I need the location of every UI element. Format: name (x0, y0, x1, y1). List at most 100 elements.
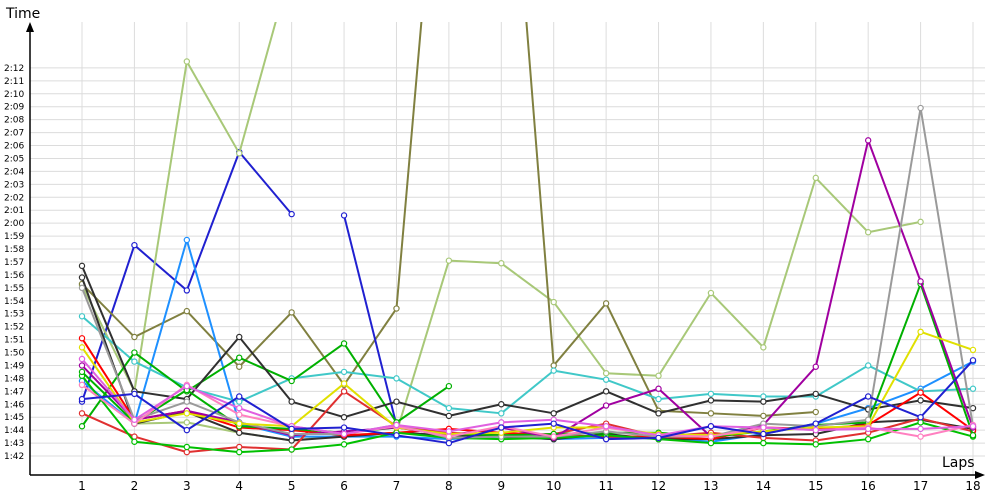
series-line (81, 330, 974, 437)
y-tick-label: 2:12 (4, 64, 24, 74)
data-point (288, 430, 295, 438)
data-point (183, 236, 191, 244)
data-point (812, 363, 819, 370)
series-line (343, 215, 398, 426)
data-point (393, 432, 400, 439)
data-point (969, 385, 977, 392)
data-point (602, 388, 610, 395)
data-point (864, 229, 872, 236)
data-point (393, 398, 400, 405)
data-point (393, 305, 400, 312)
data-point (131, 241, 138, 249)
data-point (78, 410, 86, 417)
data-point (917, 278, 924, 285)
x-tick-label: 1 (78, 479, 86, 493)
data-point (602, 370, 610, 377)
x-tick-label: 4 (235, 479, 243, 493)
data-point (969, 357, 977, 364)
data-point (655, 372, 662, 379)
x-tick-label: 2 (131, 479, 139, 493)
data-point (183, 307, 191, 315)
data-point (655, 434, 662, 442)
data-point (78, 262, 86, 270)
data-point (236, 420, 243, 427)
x-tick-label: 9 (497, 479, 505, 493)
y-tick-label: 2:06 (4, 142, 24, 152)
data-point (445, 257, 453, 264)
data-point (498, 429, 505, 436)
data-point (340, 413, 348, 421)
y-tick-label: 1:45 (4, 413, 24, 423)
data-point (969, 423, 977, 430)
data-point (812, 174, 819, 182)
y-tick-label: 2:01 (4, 206, 24, 216)
data-point (288, 425, 295, 433)
data-point (236, 404, 243, 412)
y-tick-label: 1:44 (4, 426, 24, 436)
data-point (340, 430, 348, 438)
data-point (864, 435, 872, 443)
y-tick-label: 1:49 (4, 361, 24, 371)
data-point (864, 393, 872, 400)
data-point (498, 410, 505, 417)
y-axis-title: Time (6, 6, 41, 22)
data-point (288, 377, 295, 385)
data-point (78, 381, 86, 389)
series-line (81, 265, 974, 419)
data-point (445, 428, 453, 435)
grid-lines (30, 22, 985, 475)
data-point (236, 150, 243, 157)
data-point (78, 395, 86, 403)
y-tick-label: 1:46 (4, 400, 24, 410)
data-point (812, 420, 819, 427)
data-point (340, 380, 348, 387)
data-point (236, 333, 243, 341)
data-point (760, 393, 767, 400)
data-point (812, 426, 819, 434)
series-line (81, 139, 974, 439)
y-tick-label: 1:53 (4, 310, 24, 320)
data-point (183, 419, 191, 426)
y-tick-label: 1:52 (4, 323, 24, 333)
data-point (236, 398, 243, 405)
data-point (969, 432, 977, 439)
data-point (183, 58, 191, 65)
data-point (550, 298, 557, 306)
data-point (393, 375, 400, 382)
x-tick-labels: 1 2 3 4 5 6 7 8 9 10 11 12 13 14 15 16 17 18 (78, 479, 980, 493)
data-point (707, 433, 715, 440)
data-point (445, 433, 453, 440)
series-18 (78, 104, 977, 442)
data-point (183, 398, 191, 405)
series-line (81, 315, 974, 415)
data-point (655, 410, 662, 417)
y-tick-label: 2:08 (4, 116, 24, 126)
data-point (183, 448, 191, 456)
data-point (498, 424, 505, 431)
y-tick-label: 1:48 (4, 374, 24, 384)
x-tick-label: 13 (703, 479, 718, 493)
x-tick-label: 16 (861, 479, 876, 493)
data-point (917, 104, 924, 112)
y-tick-label: 2:04 (4, 167, 24, 177)
x-tick-label: 5 (288, 479, 296, 493)
x-tick-label: 18 (965, 479, 980, 493)
x-tick-label: 8 (445, 479, 453, 493)
series-line (81, 375, 974, 454)
data-point (78, 344, 86, 351)
data-point (78, 423, 86, 430)
y-tick-label: 1:50 (4, 349, 24, 359)
y-tick-label: 1:47 (4, 387, 24, 397)
y-tick-label: 1:58 (4, 245, 24, 255)
data-point (655, 395, 662, 403)
data-point (917, 328, 924, 336)
data-point (236, 363, 243, 370)
data-point (550, 362, 557, 369)
y-tick-label: 2:10 (4, 90, 24, 100)
y-tick-label: 2:05 (4, 154, 24, 164)
y-tick-label: 2:02 (4, 193, 24, 203)
x-tick-label: 17 (913, 479, 928, 493)
data-point (498, 401, 505, 408)
data-point (812, 408, 819, 416)
data-point (288, 309, 295, 316)
